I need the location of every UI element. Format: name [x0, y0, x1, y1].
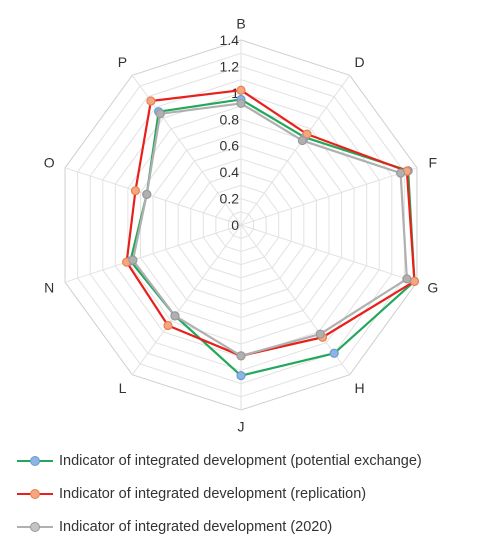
grid-spoke [131, 224, 242, 375]
category-label: P [118, 54, 127, 70]
series-point [236, 98, 246, 109]
grid-spoke [240, 224, 418, 283]
category-label: F [428, 155, 437, 171]
grid-spoke [64, 167, 242, 226]
category-label: B [236, 15, 245, 31]
r-tick-label: 1.4 [220, 32, 240, 48]
legend-swatch-2020 [15, 519, 55, 535]
series-point [142, 189, 152, 199]
series-point [329, 348, 339, 358]
r-tick-label: 0.4 [220, 164, 240, 180]
legend-item-2020: Indicator of integrated development (202… [15, 510, 480, 543]
series-point [236, 351, 246, 361]
series-point [170, 311, 180, 321]
grid-spoke [240, 75, 351, 226]
series-point [146, 96, 156, 106]
legend-item-potential-exchange: Indicator of integrated development (pot… [15, 444, 480, 477]
grid-spoke [240, 167, 418, 226]
category-label: O [44, 155, 55, 171]
series-point [128, 255, 138, 265]
series-point [236, 85, 246, 95]
series-point [155, 109, 165, 119]
series-point [130, 186, 141, 196]
r-tick-label: 1.2 [220, 58, 240, 74]
series-point [402, 274, 412, 284]
series-point [409, 276, 420, 286]
legend-label-2020: Indicator of integrated development (202… [59, 518, 333, 535]
r-tick-label: 0.2 [220, 191, 240, 207]
category-label: L [119, 380, 127, 396]
series-point [236, 371, 246, 381]
category-label: N [44, 279, 54, 295]
series-point [315, 329, 325, 339]
legend-label-replication: Indicator of integrated development (rep… [59, 485, 367, 502]
legend-item-replication: Indicator of integrated development (rep… [15, 477, 480, 510]
series-point [302, 129, 312, 139]
series-point [297, 135, 307, 146]
legend-label-potential-exchange: Indicator of integrated development (pot… [59, 452, 422, 469]
radar-chart: 0 0.2 0.4 0.6 0.8 1 1.2 1.4B D F G H J L N O P [44, 15, 438, 435]
category-label: D [354, 54, 364, 70]
r-tick-label: 0.6 [220, 138, 240, 154]
category-label: G [427, 279, 438, 295]
r-tick-label: 1 [231, 85, 239, 101]
legend-swatch-replication [15, 486, 55, 502]
grid-spoke [64, 224, 242, 283]
series-point [163, 320, 173, 331]
r-tick-label: 0.8 [220, 111, 240, 127]
category-label: J [238, 419, 245, 435]
legend: Indicator of integrated development (pot… [15, 444, 480, 543]
category-label: H [354, 380, 364, 396]
r-tick-label: 0 [231, 217, 239, 233]
legend-swatch-potential-exchange [15, 453, 55, 469]
series-point [396, 168, 406, 178]
